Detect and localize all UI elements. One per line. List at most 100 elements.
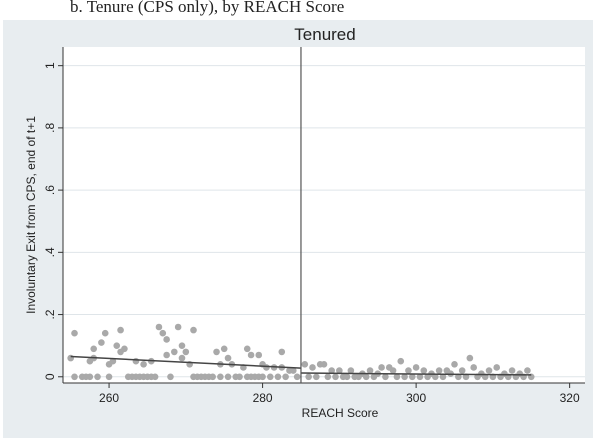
data-point — [247, 351, 255, 359]
data-point — [412, 364, 420, 371]
data-point — [151, 373, 159, 381]
data-point — [174, 323, 182, 331]
data-point — [313, 373, 320, 381]
data-point — [224, 354, 232, 362]
data-point — [366, 367, 374, 374]
data-point — [98, 339, 105, 346]
data-point — [524, 367, 531, 374]
data-point — [94, 373, 101, 381]
data-point — [71, 329, 78, 337]
data-point — [86, 373, 94, 381]
x-tick-label: 300 — [406, 391, 426, 405]
data-point — [405, 367, 412, 374]
x-tick-label: 320 — [560, 391, 580, 405]
data-point — [259, 373, 266, 381]
data-point — [458, 367, 466, 374]
data-point — [266, 373, 274, 381]
plot-area: 0 .2 .4 .6 .8 1 260 280 300 320 — [43, 47, 585, 405]
data-point — [171, 348, 178, 356]
data-point — [220, 345, 228, 353]
data-point — [224, 373, 232, 381]
data-point — [289, 367, 297, 374]
data-point — [105, 373, 113, 381]
data-point — [109, 357, 117, 365]
data-point — [155, 323, 163, 331]
data-point — [451, 361, 458, 368]
data-point — [397, 357, 405, 365]
y-tick-label: .2 — [43, 309, 57, 319]
data-point — [328, 367, 335, 374]
data-point — [378, 364, 385, 371]
fit-line-right — [300, 372, 532, 376]
data-point — [163, 336, 170, 343]
data-point — [466, 354, 474, 362]
data-point — [236, 373, 243, 381]
data-point — [278, 348, 286, 356]
data-point — [121, 345, 128, 353]
data-point — [217, 373, 224, 381]
data-point — [435, 367, 443, 374]
data-point — [382, 373, 389, 381]
data-point — [309, 364, 316, 371]
data-point — [71, 373, 78, 381]
data-point — [347, 367, 355, 374]
data-point — [113, 342, 121, 349]
y-tick-label: 0 — [43, 373, 57, 380]
data-point — [432, 373, 439, 381]
data-point — [301, 361, 309, 368]
data-point — [493, 364, 501, 371]
data-point — [336, 367, 343, 374]
data-point — [455, 373, 462, 381]
data-point — [90, 345, 98, 353]
x-tick-label: 260 — [99, 391, 119, 405]
data-point — [140, 361, 147, 368]
data-point — [213, 348, 220, 356]
data-point — [117, 326, 124, 334]
x-tick-label: 280 — [253, 391, 273, 405]
data-point — [305, 373, 312, 381]
data-point — [470, 364, 477, 371]
plot-panel — [63, 47, 585, 383]
data-point — [182, 348, 190, 356]
data-point — [101, 329, 109, 337]
document-header-text: b. Tenure (CPS only), by REACH Score — [70, 0, 345, 16]
chart-title: Tenured — [294, 25, 355, 44]
data-point — [263, 364, 270, 371]
data-point — [274, 373, 282, 381]
data-point — [362, 373, 370, 381]
data-point — [132, 357, 140, 365]
data-point — [393, 373, 401, 381]
data-point — [282, 373, 289, 381]
data-point — [508, 367, 516, 374]
y-tick-label: .4 — [43, 247, 57, 257]
data-point — [401, 373, 408, 381]
data-point — [485, 367, 493, 374]
y-tick-label: .8 — [43, 123, 57, 133]
data-point — [332, 373, 339, 381]
data-point — [243, 345, 251, 353]
data-point — [343, 373, 351, 381]
data-point — [159, 329, 167, 337]
data-point — [190, 326, 197, 334]
data-point — [324, 373, 332, 381]
data-point — [416, 373, 424, 381]
data-point — [293, 373, 301, 381]
y-tick-label: .6 — [43, 185, 57, 195]
data-point — [163, 351, 170, 359]
data-point — [67, 354, 74, 362]
data-point — [389, 367, 397, 374]
y-tick-label: 1 — [43, 62, 57, 69]
y-axis-label: Involuntary Exit from CPS, end of t+1 — [24, 116, 38, 314]
fit-line-left — [70, 355, 302, 369]
data-point — [420, 367, 428, 374]
x-axis-label: REACH Score — [302, 406, 379, 420]
data-point — [408, 373, 416, 381]
data-point — [209, 373, 216, 381]
data-point — [255, 351, 263, 359]
data-point — [167, 373, 174, 381]
data-point — [178, 342, 186, 349]
data-point — [320, 361, 328, 368]
data-point — [439, 373, 447, 381]
data-point — [178, 354, 186, 362]
